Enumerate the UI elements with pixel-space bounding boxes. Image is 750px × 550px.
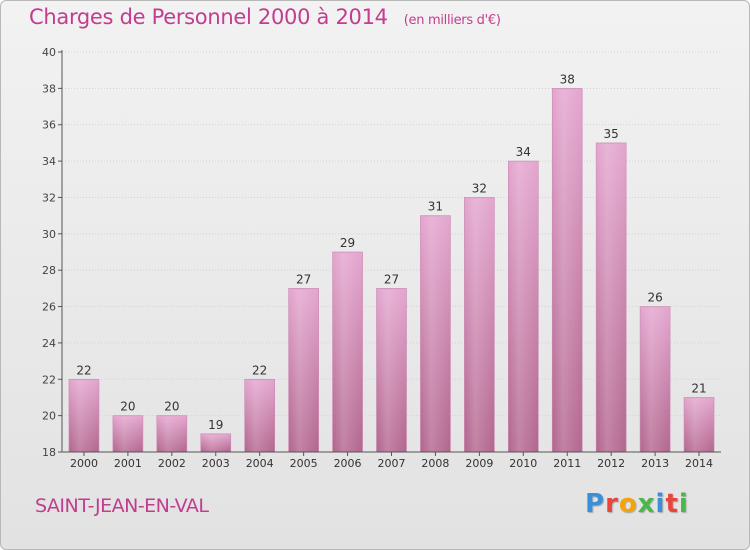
y-tick-label: 18 <box>42 446 56 459</box>
x-tick-label: 2000 <box>70 457 98 470</box>
bar-shine <box>465 198 494 452</box>
y-tick-label: 20 <box>42 410 56 423</box>
y-tick-label: 24 <box>42 337 56 350</box>
bar-shine <box>509 162 538 452</box>
chart-title: Charges de Personnel 2000 à 2014 (en mill… <box>29 5 501 29</box>
logo-letter: r <box>605 489 619 519</box>
bar-layer <box>68 88 715 453</box>
value-label: 29 <box>340 236 355 250</box>
x-tick-label: 2001 <box>114 457 142 470</box>
x-tick-label: 2009 <box>465 457 493 470</box>
y-tick-label: 40 <box>42 46 56 59</box>
logo-letter: i <box>678 489 689 519</box>
x-tick-label: 2010 <box>509 457 537 470</box>
value-label: 20 <box>120 400 135 414</box>
x-tick-label: 2007 <box>378 457 406 470</box>
value-label: 31 <box>428 200 443 214</box>
label-layer: 18 20 22 24 26 28 30 32 34 36 38 40 22 2000 20 2001 20 20… <box>42 46 713 470</box>
bar-shine <box>377 289 406 452</box>
bar-shine <box>421 216 450 452</box>
bar-shine <box>69 380 98 452</box>
value-label: 22 <box>252 363 267 377</box>
y-tick-label: 28 <box>42 264 56 277</box>
x-tick-label: 2006 <box>334 457 362 470</box>
bar-shine <box>245 380 274 452</box>
x-tick-label: 2013 <box>641 457 669 470</box>
value-label: 20 <box>164 400 179 414</box>
x-tick-label: 2012 <box>597 457 625 470</box>
x-tick-label: 2014 <box>685 457 713 470</box>
bar-shine <box>289 289 318 452</box>
value-label: 27 <box>384 272 399 286</box>
chart-subtitle: (en milliers d'€) <box>403 13 501 28</box>
bar-shine <box>157 416 186 452</box>
x-tick-label: 2002 <box>158 457 186 470</box>
value-label: 27 <box>296 272 311 286</box>
axis-layer <box>58 50 721 456</box>
y-tick-label: 26 <box>42 301 56 314</box>
bar-shine <box>113 416 142 452</box>
value-label: 22 <box>76 363 91 377</box>
proxiti-logo: Proxiti <box>585 489 689 519</box>
value-label: 32 <box>472 181 487 195</box>
y-tick-label: 22 <box>42 373 56 386</box>
logo-letter: i <box>655 489 666 519</box>
bar-shine <box>641 307 670 452</box>
logo-letter: t <box>665 489 679 519</box>
y-tick-label: 38 <box>42 82 56 95</box>
value-label: 35 <box>604 127 619 141</box>
logo-letter: o <box>618 489 638 519</box>
value-label: 21 <box>691 381 706 395</box>
x-tick-label: 2004 <box>246 457 274 470</box>
bar-shine <box>553 89 582 452</box>
logo-letter: x <box>637 489 656 519</box>
y-tick-label: 30 <box>42 228 56 241</box>
bar-shine <box>685 398 714 452</box>
y-tick-label: 32 <box>42 191 56 204</box>
y-tick-label: 34 <box>42 155 56 168</box>
value-label: 38 <box>560 72 575 86</box>
logo-letter: P <box>585 489 606 519</box>
y-tick-label: 36 <box>42 119 56 132</box>
bar-shine <box>201 434 230 452</box>
x-tick-label: 2003 <box>202 457 230 470</box>
x-tick-label: 2008 <box>421 457 449 470</box>
value-label: 34 <box>516 145 531 159</box>
city-name: SAINT-JEAN-EN-VAL <box>35 495 209 517</box>
x-tick-label: 2005 <box>290 457 318 470</box>
chart-title-text: Charges de Personnel 2000 à 2014 <box>29 5 388 29</box>
bar-shine <box>597 143 626 452</box>
value-label: 19 <box>208 418 223 432</box>
x-tick-label: 2011 <box>553 457 581 470</box>
value-label: 26 <box>647 291 662 305</box>
bar-shine <box>333 253 362 452</box>
